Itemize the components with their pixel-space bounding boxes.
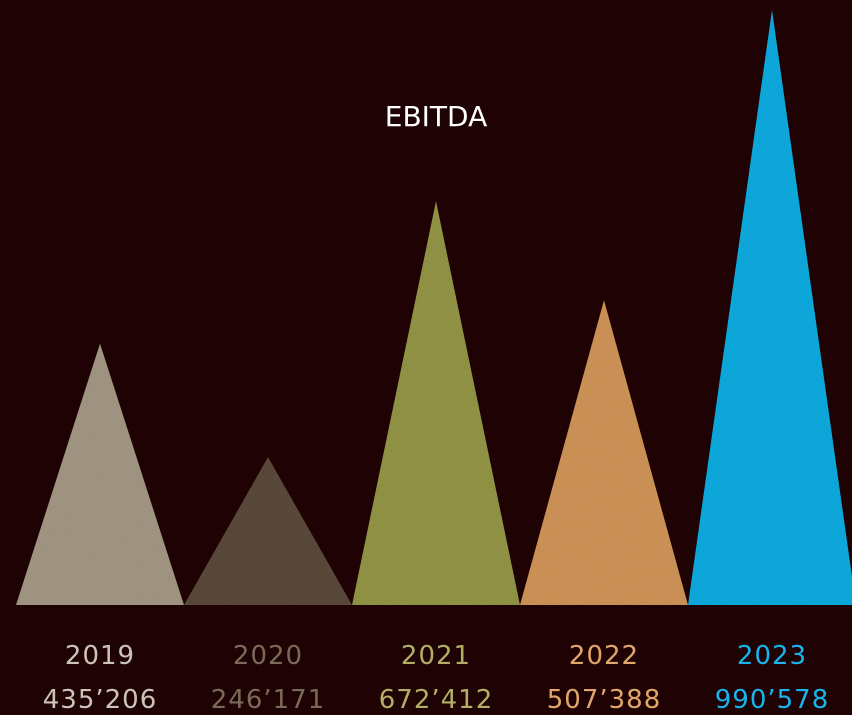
chart-title: EBITDA bbox=[385, 100, 487, 133]
value-label-2021: 672’412 bbox=[379, 685, 494, 715]
value-label-2022: 507’388 bbox=[547, 685, 662, 715]
triangle-bar-2019 bbox=[16, 343, 184, 605]
triangle-bar-2021 bbox=[352, 201, 520, 605]
chart-labels: 2019 435’206 2020 246’171 2021 672’412 2022 507… bbox=[43, 641, 830, 715]
value-label-2023: 990’578 bbox=[715, 685, 830, 715]
year-label-2019: 2019 bbox=[65, 641, 135, 671]
year-label-2021: 2021 bbox=[401, 641, 471, 671]
triangle-bar-2023 bbox=[688, 10, 852, 605]
triangle-bar-2020 bbox=[184, 457, 352, 605]
triangle-bar-2022 bbox=[520, 300, 688, 605]
year-label-2020: 2020 bbox=[233, 641, 303, 671]
year-label-2023: 2023 bbox=[737, 641, 807, 671]
value-label-2020: 246’171 bbox=[211, 685, 326, 715]
chart-marks bbox=[16, 10, 852, 605]
value-label-2019: 435’206 bbox=[43, 685, 158, 715]
year-label-2022: 2022 bbox=[569, 641, 639, 671]
